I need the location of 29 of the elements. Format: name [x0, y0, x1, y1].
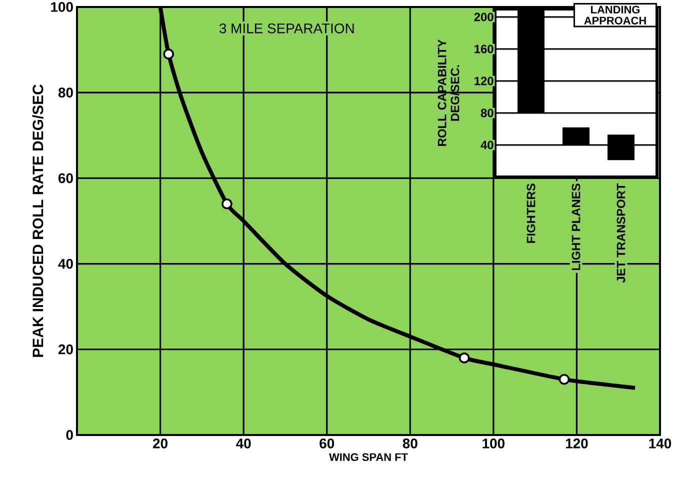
x-tick-label: 140 — [649, 438, 672, 448]
y-tick-label: 60 — [58, 173, 73, 184]
y-axis-title: ROLL CAPABILITY DEG/SEC. — [438, 39, 460, 146]
x-tick-label: 120 — [566, 438, 588, 448]
point — [458, 352, 470, 364]
x-tick-label: JET TRANSPORT — [616, 183, 626, 283]
x-axis-title: WING SPAN FT — [329, 453, 408, 461]
y-tick-label: 40 — [58, 258, 73, 269]
x-tick-label: 20 — [153, 438, 168, 448]
y-tick-label: 0 — [66, 430, 73, 440]
chart-title: LANDING APPROACH — [584, 6, 646, 24]
point — [222, 198, 232, 210]
x-tick-label: 80 — [402, 438, 418, 448]
x-tick-label: LIGHT PLANES — [572, 184, 580, 270]
x-tick-label: 60 — [320, 438, 334, 448]
y-tick-label: 80 — [480, 108, 494, 118]
y-tick-label: 120 — [474, 76, 494, 86]
y-tick-label: 80 — [58, 88, 73, 98]
point — [163, 48, 174, 60]
point — [558, 374, 570, 385]
x-tick-label: FIGHTERS — [526, 184, 536, 243]
y-axis-title: PEAK INDUCED ROLL RATE DEG/SEC — [32, 84, 44, 357]
annotation: 3 MILE SEPARATION — [219, 23, 354, 34]
y-tick-label: 20 — [58, 344, 73, 354]
y-tick-label: 100 — [51, 2, 73, 12]
y-tick-label: 160 — [474, 44, 494, 54]
x-tick-label: 40 — [236, 438, 251, 448]
y-tick-label: 40 — [480, 140, 494, 150]
y-tick-label: 200 — [474, 12, 494, 22]
